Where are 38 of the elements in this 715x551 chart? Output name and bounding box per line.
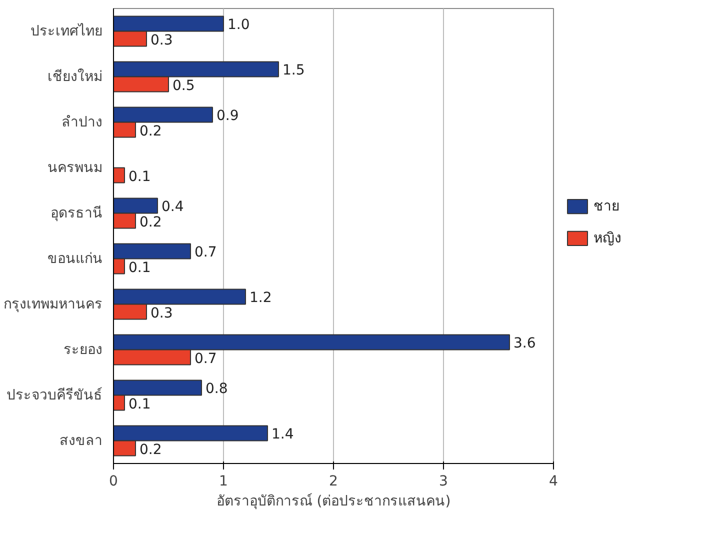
data-label: 0.1 xyxy=(128,260,151,276)
data-label: 0.1 xyxy=(128,168,151,185)
data-label: 0.1 xyxy=(128,396,151,412)
data-label: 1.5 xyxy=(282,62,305,79)
data-label: 0.3 xyxy=(150,32,173,48)
x-tick-label: 4 xyxy=(549,474,558,490)
data-label: 0.2 xyxy=(140,123,162,140)
x-tick-label: 3 xyxy=(439,474,448,490)
y-tick-label: ระยอง xyxy=(64,342,102,358)
data-label: 1.0 xyxy=(228,17,250,34)
y-tick-label: กรุงเทพมหานคร xyxy=(4,296,102,312)
data-label: 0.9 xyxy=(216,108,239,124)
data-label: 0.2 xyxy=(140,442,162,458)
x-tick-label: 1 xyxy=(219,474,228,490)
data-label: 1.2 xyxy=(250,290,272,306)
data-label: 0.3 xyxy=(150,305,173,322)
data-label: 0.8 xyxy=(206,381,228,398)
y-tick-label: ประเทศไทย xyxy=(30,22,102,40)
data-label: 0.7 xyxy=(194,244,217,261)
data-label: 0.4 xyxy=(162,199,184,216)
bar xyxy=(114,167,125,184)
data-label: 0.5 xyxy=(172,78,195,94)
x-tick-label: 2 xyxy=(329,474,338,490)
y-tick-label: อุดรธานี xyxy=(50,205,102,222)
y-tick-label: ประจวบคีรีขันธ์ xyxy=(6,386,102,404)
y-tick-label: สงขลา xyxy=(60,432,102,449)
y-tick-label: ขอนแก่น xyxy=(48,250,102,267)
data-label: 0.2 xyxy=(140,214,162,230)
data-label: 1.4 xyxy=(272,426,294,443)
data-label: 0.7 xyxy=(194,350,217,367)
legend-label: หญิง xyxy=(594,230,622,246)
x-tick-label: 0 xyxy=(109,474,118,490)
x-axis-title: อัตราอุบัติการณ์ (ต่อประชากรแสนคน) xyxy=(216,492,451,510)
legend-label: ชาย xyxy=(594,198,620,215)
y-tick-label: นครพนม xyxy=(48,160,102,176)
y-tick-label: ลำปาง xyxy=(62,114,102,130)
data-label: 3.6 xyxy=(514,336,536,352)
y-tick-label: เชียงใหม่ xyxy=(48,68,102,85)
